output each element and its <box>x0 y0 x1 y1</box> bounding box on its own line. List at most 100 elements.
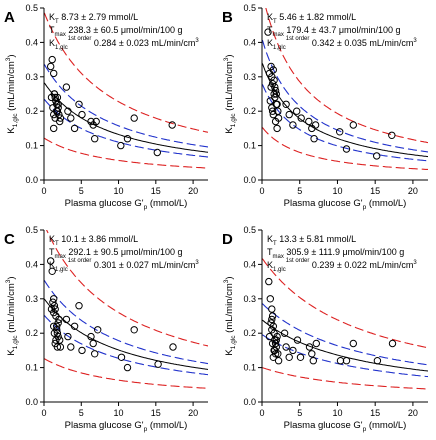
ci-curve-lower <box>262 334 428 378</box>
data-point <box>91 135 99 143</box>
parameter-annotation: Tmax 179.4 ± 43.7 μmol/min/100 g <box>267 25 401 38</box>
data-point <box>268 315 276 324</box>
parameter-annotation: KT 13.3 ± 5.81 mmol/L <box>267 234 356 247</box>
data-point <box>50 322 58 330</box>
data-point <box>270 90 278 98</box>
x-axis-label: Plasma glucose G'p (mmol/L) <box>65 420 188 433</box>
x-tick-label: 15 <box>370 408 380 418</box>
x-tick-label: 0 <box>259 408 264 418</box>
data-point <box>272 90 280 98</box>
y-tick-label: 0.2 <box>25 106 38 116</box>
data-point <box>388 339 397 348</box>
data-point <box>123 135 132 143</box>
data-point <box>285 110 293 119</box>
panel-letter: D <box>222 231 233 248</box>
fit-curve-center <box>262 63 428 158</box>
data-point <box>70 124 79 133</box>
data-point <box>62 83 71 91</box>
data-point <box>117 141 125 150</box>
data-point <box>268 339 277 348</box>
data-point <box>62 315 71 324</box>
fit-curve-center <box>44 298 208 370</box>
data-point <box>94 326 102 334</box>
y-tick-label: 0.1 <box>25 363 38 373</box>
data-point <box>282 100 290 109</box>
data-point <box>271 339 280 348</box>
y-tick-label: 0.5 <box>25 3 38 13</box>
parameter-annotation: K1,glc1st order 0.239 ± 0.022 mL/min/cm3 <box>267 258 417 273</box>
data-point <box>274 357 283 365</box>
x-tick-label: 10 <box>114 186 124 196</box>
y-tick-label: 0.3 <box>243 72 256 82</box>
y-tick-label: 0.2 <box>243 328 256 338</box>
x-tick-label: 5 <box>297 408 302 418</box>
parameter-annotation: K1,glc1st order 0.342 ± 0.035 mL/min/cm3 <box>267 36 417 51</box>
data-point <box>75 100 83 109</box>
panel-b: B 0 5 10 15 20 0.0 0.1 0.2 0.3 0.4 0.5 Plasma glucos… <box>222 3 428 211</box>
ci-curve-lower <box>262 84 428 162</box>
y-tick-label: 0.5 <box>25 225 38 235</box>
panel-a: A 0 5 10 15 20 0.0 0.1 0.2 0.3 0.4 0.5 Plasma glucos… <box>4 3 208 211</box>
data-point <box>47 62 55 71</box>
data-point <box>336 128 344 136</box>
y-tick-label: 0.1 <box>243 141 256 151</box>
data-point <box>266 97 274 105</box>
data-point <box>91 350 99 358</box>
data-point <box>53 322 61 330</box>
data-point <box>271 117 280 126</box>
data-point <box>388 131 396 140</box>
fit-curve-center <box>262 319 428 372</box>
data-point <box>49 298 57 306</box>
data-point <box>153 148 162 157</box>
data-point <box>47 257 55 265</box>
panel-letter: C <box>4 231 15 248</box>
data-point <box>50 69 58 78</box>
y-tick-label: 0.2 <box>25 328 38 338</box>
x-axis-label: Plasma glucose G'p (mmol/L) <box>284 198 407 211</box>
data-point <box>270 76 278 84</box>
data-point <box>273 124 281 133</box>
y-tick-label: 0.0 <box>25 397 38 407</box>
parameter-annotation: Tmax 238.3 ± 60.5 μmol/min/100 g <box>49 25 183 38</box>
data-point <box>311 121 320 129</box>
data-point <box>289 121 297 129</box>
data-point <box>266 295 274 303</box>
ci-curve-upper <box>44 280 208 365</box>
data-point <box>268 312 277 320</box>
y-tick-label: 0.2 <box>243 106 256 116</box>
data-point <box>130 114 138 122</box>
y-tick-label: 0.4 <box>243 259 256 269</box>
x-tick-label: 5 <box>297 186 302 196</box>
panel-d: D 0 5 10 15 20 0.0 0.1 0.2 0.3 0.4 0.5 Plasma glucos… <box>222 225 428 433</box>
x-axis-label: Plasma glucose G'p (mmol/L) <box>284 420 407 433</box>
ci-curve-upper <box>44 64 208 148</box>
y-tick-label: 0.4 <box>25 259 38 269</box>
data-point <box>67 343 75 351</box>
y-tick-label: 0.4 <box>243 37 256 47</box>
data-point <box>293 107 301 115</box>
data-point <box>51 305 59 313</box>
data-point <box>349 339 357 348</box>
data-point <box>67 114 75 122</box>
parameter-annotation: K1,glc1st order 0.284 ± 0.023 mL/min/cm3 <box>49 36 199 51</box>
x-tick-label: 20 <box>408 408 418 418</box>
data-point <box>52 336 60 344</box>
data-point <box>89 339 97 348</box>
data-point <box>305 117 313 126</box>
data-point <box>48 55 56 64</box>
ci-curve-lower <box>44 99 208 158</box>
data-point <box>50 329 59 337</box>
data-point <box>282 343 290 351</box>
data-point <box>267 319 275 327</box>
data-point <box>270 346 278 355</box>
data-point <box>70 322 79 330</box>
data-point <box>271 83 279 91</box>
data-point <box>53 329 62 337</box>
data-point <box>336 357 345 365</box>
data-point <box>154 360 162 368</box>
pi-curve-lower <box>262 127 428 171</box>
parameter-annotation: Tmax 305.9 ± 111.9 μmol/min/100 g <box>267 247 404 260</box>
x-tick-label: 15 <box>151 186 161 196</box>
data-point <box>280 329 289 337</box>
